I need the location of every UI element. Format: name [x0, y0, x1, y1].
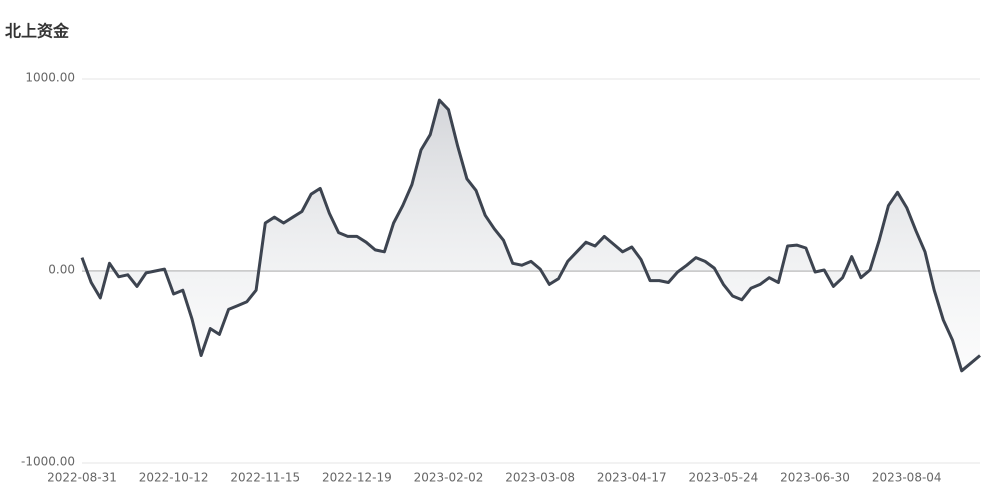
- line: [80, 98, 981, 373]
- y-tick-label: 1000.00: [25, 71, 75, 85]
- x-tick-label: 2022-12-19: [322, 471, 392, 485]
- x-tick-label: 2023-03-08: [505, 471, 575, 485]
- x-tick-label: 2022-11-15: [230, 471, 300, 485]
- x-tick-label: 2023-05-24: [689, 471, 759, 485]
- area-fill: [82, 100, 980, 371]
- x-tick-label: 2023-04-17: [597, 471, 667, 485]
- x-tick-label: 2023-08-04: [872, 471, 942, 485]
- x-tick-label: 2023-02-02: [414, 471, 484, 485]
- chart-title: 北上资金: [5, 22, 70, 41]
- x-tick-label: 2023-06-30: [780, 471, 850, 485]
- x-tick-label: 2022-08-31: [47, 471, 117, 485]
- x-tick-label: 2022-10-12: [139, 471, 209, 485]
- y-tick-label: 0.00: [48, 263, 75, 277]
- y-tick-label: -1000.00: [21, 455, 75, 469]
